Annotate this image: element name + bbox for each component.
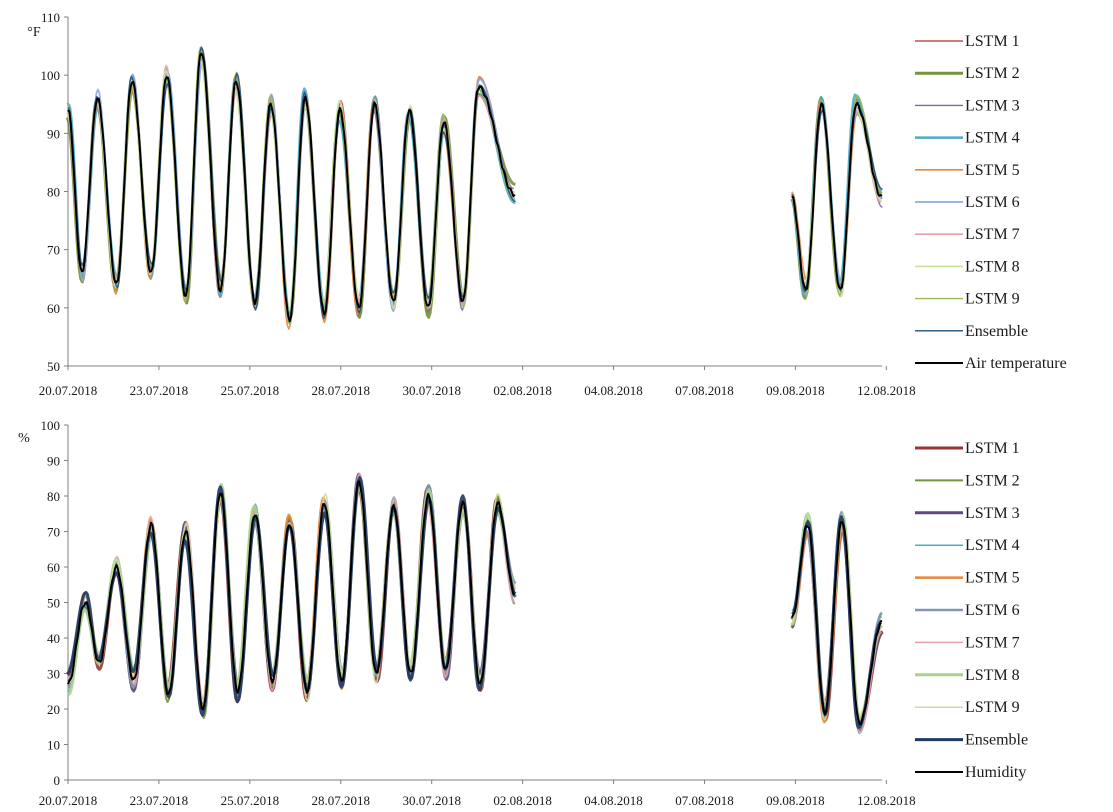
humidity-legend-label: LSTM 8 (965, 667, 1020, 684)
humidity-legend-label: LSTM 4 (965, 537, 1020, 554)
humidity-y-unit-label: % (18, 431, 30, 446)
humidity-x-tick-label: 09.08.2018 (766, 793, 825, 808)
humidity-series-lstm-6 (67, 473, 883, 725)
temperature-x-tick-label: 30.07.2018 (402, 383, 461, 398)
humidity-legend-label: LSTM 1 (965, 440, 1020, 457)
temperature-x-tick-label: 09.08.2018 (766, 383, 825, 398)
humidity-y-tick-label: 100 (41, 418, 61, 433)
temperature-legend-label: LSTM 1 (965, 33, 1020, 50)
humidity-series-lstm-8 (67, 483, 883, 721)
humidity-legend-label: LSTM 9 (965, 699, 1020, 716)
temperature-x-tick-label: 25.07.2018 (221, 383, 280, 398)
temperature-y-unit-label: °F (27, 25, 41, 40)
temperature-legend-label: LSTM 3 (965, 97, 1020, 114)
humidity-series-lstm-1 (66, 486, 884, 732)
humidity-legend-label: LSTM 3 (965, 505, 1020, 522)
temperature-legend-label: LSTM 6 (965, 194, 1020, 211)
humidity-x-tick-label: 07.08.2018 (675, 793, 734, 808)
temperature-x-tick-label: 12.08.2018 (857, 383, 916, 398)
temperature-legend-label: LSTM 2 (965, 65, 1020, 82)
temperature-legend-label: LSTM 5 (965, 162, 1020, 179)
temperature-legend-label: Ensemble (965, 323, 1028, 340)
humidity-legend-label: Ensemble (965, 732, 1028, 749)
humidity-legend-label: LSTM 2 (965, 472, 1020, 489)
temperature-y-tick-label: 60 (47, 301, 60, 316)
humidity-x-tick-label: 12.08.2018 (857, 793, 916, 808)
humidity-x-tick-label: 02.08.2018 (493, 793, 552, 808)
temperature-chart: 50 60 70 80 90 100 110°F 20.07.2018 23.07.2018 25… (27, 10, 1066, 398)
temperature-y-tick-label: 80 (47, 185, 60, 200)
temperature-x-tick-label: 20.07.2018 (39, 383, 98, 398)
temperature-legend-label: Air temperature (965, 355, 1067, 372)
temperature-legend-label: LSTM 7 (965, 226, 1020, 243)
humidity-legend-label: LSTM 5 (965, 570, 1020, 587)
humidity-y-tick-label: 70 (47, 525, 60, 540)
humidity-legend-label: LSTM 7 (965, 634, 1020, 651)
humidity-x-tick-label: 23.07.2018 (130, 793, 189, 808)
temperature-y-tick-label: 70 (47, 243, 60, 258)
temperature-y-tick-label: 50 (47, 359, 60, 374)
humidity-x-tick-label: 28.07.2018 (312, 793, 371, 808)
humidity-y-tick-label: 40 (47, 631, 60, 646)
temperature-legend-label: LSTM 4 (965, 130, 1020, 147)
temperature-y-tick-label: 110 (41, 10, 60, 25)
humidity-y-tick-label: 50 (47, 596, 60, 611)
humidity-y-tick-label: 0 (54, 773, 61, 788)
humidity-x-tick-label: 20.07.2018 (39, 793, 98, 808)
humidity-series-lstm-4 (67, 482, 883, 735)
humidity-series-ensemble (66, 476, 883, 729)
temperature-legend-label: LSTM 8 (965, 258, 1020, 275)
humidity-x-tick-label: 30.07.2018 (402, 793, 461, 808)
humidity-legend-label: LSTM 6 (965, 602, 1020, 619)
humidity-y-tick-label: 80 (47, 489, 60, 504)
humidity-series-lstm-9 (67, 484, 882, 721)
humidity-series-lstm-2 (67, 480, 883, 731)
humidity-legend-label: Humidity (965, 764, 1026, 781)
temperature-x-tick-label: 23.07.2018 (130, 383, 189, 398)
temperature-series-air-temperature (67, 52, 883, 323)
temperature-y-tick-label: 100 (41, 68, 61, 83)
temperature-x-tick-label: 02.08.2018 (493, 383, 552, 398)
temperature-x-tick-label: 28.07.2018 (312, 383, 371, 398)
humidity-y-tick-label: 60 (47, 560, 60, 575)
humidity-series-lstm-7 (67, 472, 882, 734)
humidity-y-tick-label: 30 (47, 667, 60, 682)
humidity-y-tick-label: 20 (47, 702, 60, 717)
humidity-series-humidity (67, 480, 883, 726)
temperature-legend-label: LSTM 9 (965, 291, 1020, 308)
temperature-x-tick-label: 07.08.2018 (675, 383, 734, 398)
humidity-y-tick-label: 10 (47, 738, 60, 753)
humidity-x-tick-label: 25.07.2018 (221, 793, 280, 808)
humidity-y-tick-label: 90 (47, 454, 60, 469)
temperature-y-tick-label: 90 (47, 126, 60, 141)
temperature-x-tick-label: 04.08.2018 (584, 383, 643, 398)
humidity-x-tick-label: 04.08.2018 (584, 793, 643, 808)
humidity-chart: 0 10 20 30 40 50 60 70 80 90 100% 20.07.2018 23.07.2… (18, 418, 1028, 808)
